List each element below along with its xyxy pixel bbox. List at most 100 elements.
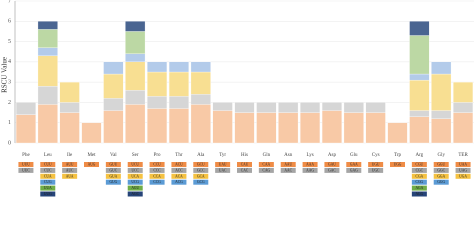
x-tick-label: Ser <box>132 153 139 158</box>
bar-segment <box>125 21 146 32</box>
codon-label: AAG <box>306 168 314 172</box>
codon-box <box>258 162 274 167</box>
codon-box <box>433 173 449 179</box>
bar-segment <box>409 21 430 36</box>
codon-label: AGG <box>415 192 423 196</box>
codon-label: AGA <box>415 186 423 190</box>
codon-box <box>127 191 143 197</box>
codon-box <box>455 167 471 173</box>
codon-box <box>127 185 143 191</box>
codon-box <box>40 179 56 185</box>
codon-box <box>193 173 209 179</box>
codon-box <box>127 167 143 173</box>
codon-box <box>105 179 121 185</box>
codon-label: CCC <box>153 168 161 172</box>
codon-label: UGC <box>372 168 380 172</box>
codon-box <box>127 173 143 179</box>
bar-segment <box>168 71 189 97</box>
codon-label: CGG <box>416 180 424 184</box>
codon-box <box>215 167 231 173</box>
codon-label: GAA <box>350 163 358 167</box>
codon-label: CAG <box>263 168 271 172</box>
y-tick-label: 1 <box>8 120 11 126</box>
codon-box <box>84 162 99 167</box>
x-tick-label: Lys <box>306 153 313 158</box>
bar-segment <box>256 112 277 144</box>
codon-label: GAU <box>328 163 336 167</box>
codon-box <box>18 167 34 173</box>
bar-segment <box>125 104 146 144</box>
x-tick-label: Gly <box>437 153 445 158</box>
bar-segment <box>212 110 233 144</box>
codon-label: UGU <box>372 163 380 167</box>
bar-segment <box>278 102 299 113</box>
bar-segment <box>59 102 80 113</box>
x-tick-label: Tyr <box>219 153 226 158</box>
codon-label: AAA <box>306 163 314 167</box>
bar-segment <box>256 102 277 113</box>
codon-label: CGA <box>416 174 424 178</box>
codon-box <box>149 179 165 185</box>
bar-segment <box>365 102 386 113</box>
bar-segment <box>431 118 452 144</box>
x-tick-label: Ile <box>67 153 73 158</box>
codon-label: UGA <box>459 174 467 178</box>
codon-label: CAA <box>263 163 271 167</box>
codon-box <box>40 162 56 167</box>
bar-segment <box>15 102 36 115</box>
bar-segment <box>37 104 58 144</box>
codon-label: GUG <box>109 180 117 184</box>
codon-box <box>40 191 56 197</box>
codon-label: UCG <box>131 180 139 184</box>
bar-segment <box>147 108 168 144</box>
bar-segment <box>387 122 408 144</box>
bar-segment <box>168 108 189 144</box>
codon-label: UUA <box>44 186 52 190</box>
bar-segment <box>431 73 452 111</box>
bar-segment <box>147 71 168 97</box>
codon-box <box>171 167 187 173</box>
x-tick-label: Asp <box>328 153 337 158</box>
bar-segment <box>37 21 58 30</box>
codon-label: GGG <box>437 180 445 184</box>
codon-label: AUA <box>66 174 74 178</box>
codon-box <box>280 162 296 167</box>
bar-segment <box>59 81 80 103</box>
x-tick-label: Val <box>110 153 117 158</box>
bar-segment <box>168 61 189 73</box>
codon-box <box>411 167 427 173</box>
codon-box <box>171 162 187 167</box>
bar-segment <box>409 73 430 81</box>
x-tick-label: Glu <box>350 153 358 158</box>
codon-box <box>18 162 34 167</box>
bar-segment <box>37 86 58 105</box>
bar-segment <box>431 61 452 75</box>
codon-box <box>411 185 427 191</box>
bar-segment <box>453 81 474 103</box>
x-tick-label: Leu <box>44 153 52 158</box>
codon-box <box>105 173 121 179</box>
codon-box <box>105 167 121 173</box>
codon-box <box>411 179 427 185</box>
bar-segment <box>409 79 430 111</box>
bar-segment <box>168 96 189 109</box>
codon-box <box>40 185 56 191</box>
bar-segment <box>300 112 321 144</box>
bar-segment <box>125 61 146 91</box>
codon-label: ACC <box>175 168 183 172</box>
bar-segment <box>190 94 211 105</box>
codon-label: UUC <box>22 168 30 172</box>
codon-box <box>193 179 209 185</box>
y-tick-label: 0 <box>8 140 11 146</box>
codon-label: CCG <box>153 180 161 184</box>
bar-segment <box>212 102 233 111</box>
bar-segment <box>234 102 255 113</box>
codon-box <box>280 167 296 173</box>
codon-label: GAG <box>350 168 358 172</box>
codon-label: AGC <box>131 192 139 196</box>
bar-segment <box>343 102 364 113</box>
codon-box <box>433 167 449 173</box>
codon-label: GGA <box>437 174 445 178</box>
bar-segment <box>37 29 58 48</box>
codon-label: ACU <box>175 163 183 167</box>
